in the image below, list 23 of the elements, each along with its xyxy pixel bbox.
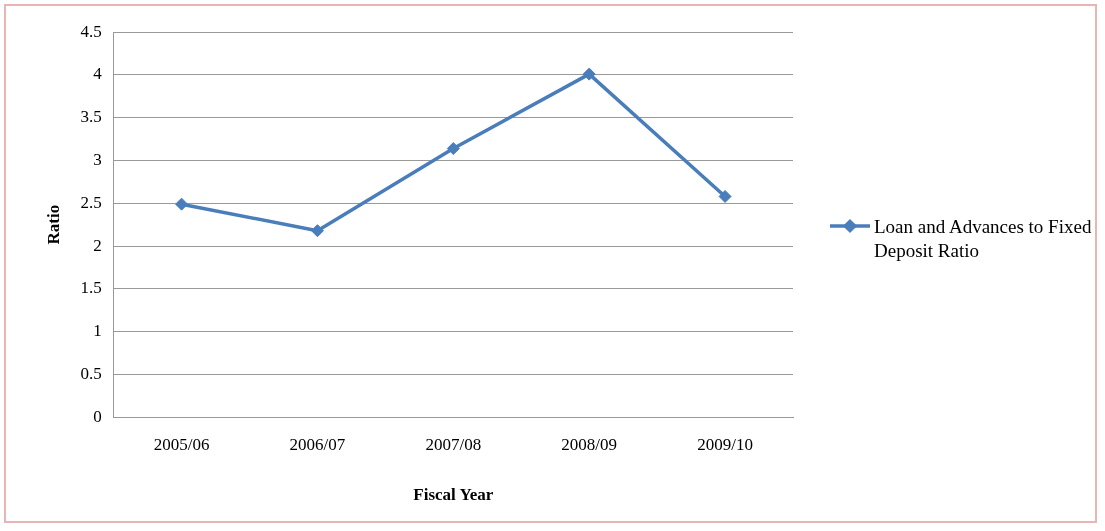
- legend-label: Loan and Advances to Fixed Deposit Ratio: [874, 215, 1093, 263]
- point: [718, 189, 732, 203]
- y-tick-label: 3: [93, 150, 102, 169]
- y-axis-title: Ratio: [43, 204, 63, 245]
- x-tick-label: 2006/07: [289, 434, 346, 454]
- y-tick-label: 1: [93, 321, 102, 341]
- y-tick-label: 0.5: [80, 363, 102, 383]
- point: [310, 224, 324, 238]
- y-tick-label: 0: [93, 406, 102, 426]
- x-axis-title: Fiscal Year: [413, 485, 494, 505]
- x-tick-label: 2005/06: [153, 434, 210, 454]
- x-tick-label: 2007/08: [425, 434, 482, 454]
- y-tick-label: 1.5: [80, 278, 102, 298]
- x-tick-label: 2008/09: [561, 434, 618, 454]
- y-tick-label: 3.5: [80, 107, 102, 127]
- point: [446, 142, 460, 156]
- x-tick-label: 2009/10: [697, 434, 753, 454]
- y-tick-label: 2.5: [80, 192, 102, 212]
- y-tick-label: 2: [93, 235, 102, 255]
- y-tick-label: 4.5: [80, 21, 102, 41]
- y-tick-label: 4: [93, 64, 103, 84]
- point: [175, 197, 189, 211]
- point: [582, 67, 596, 81]
